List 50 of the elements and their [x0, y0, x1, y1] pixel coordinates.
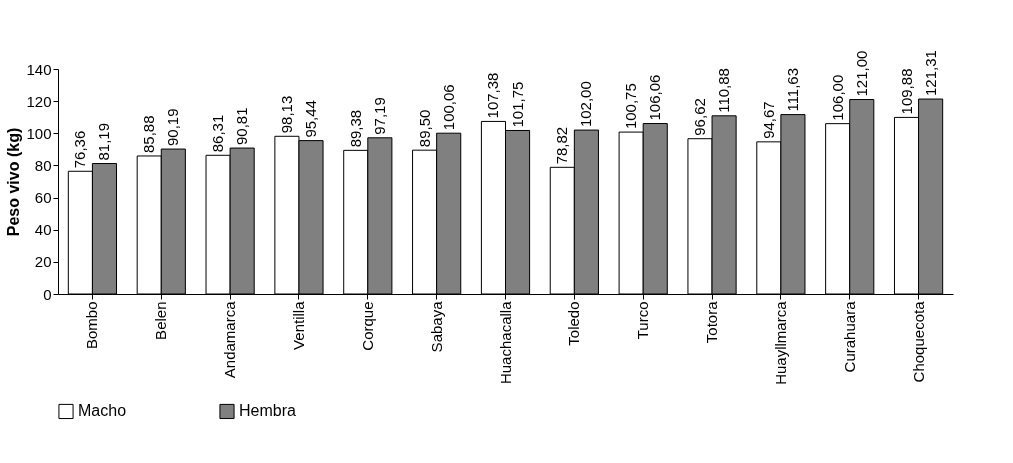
y-tick-label: 140 — [26, 60, 52, 78]
x-tick-label: Belen — [152, 301, 170, 340]
x-tick-label: Curahuara — [840, 300, 858, 373]
data-label: 106,00 — [828, 74, 846, 121]
y-tick-label: 20 — [34, 253, 52, 271]
data-label: 76,36 — [71, 130, 89, 169]
data-label: 121,00 — [852, 50, 870, 97]
x-tick-label: Huayllmarca — [771, 300, 789, 385]
legend-label: Macho — [78, 402, 127, 420]
data-label: 89,38 — [346, 109, 364, 148]
data-label: 81,19 — [95, 122, 113, 161]
y-tick-label: 60 — [34, 189, 52, 207]
data-label: 94,67 — [759, 101, 777, 139]
x-tick-label: Corque — [358, 301, 376, 351]
data-label: 85,88 — [140, 115, 158, 153]
data-label: 98,13 — [277, 95, 295, 134]
data-label: 101,75 — [508, 81, 526, 128]
data-label: 86,31 — [209, 114, 227, 153]
y-tick-label: 120 — [26, 92, 52, 110]
data-label: 121,31 — [921, 50, 939, 97]
legend-label: Hembra — [239, 402, 297, 420]
y-tick-label: 100 — [26, 124, 52, 142]
data-label: 97,19 — [370, 97, 388, 135]
x-tick-label: Sabaya — [427, 300, 445, 353]
x-tick-label: Turco — [634, 301, 652, 340]
x-tick-label: Huachacalla — [496, 300, 514, 385]
data-label: 106,06 — [646, 74, 664, 121]
data-label: 100,06 — [439, 84, 457, 131]
y-tick-label: 0 — [43, 285, 52, 303]
data-label: 109,88 — [897, 68, 915, 115]
y-tick-label: 80 — [34, 156, 52, 174]
x-tick-label: Choquecota — [909, 300, 927, 383]
data-label: 95,44 — [302, 100, 320, 138]
data-label: 90,81 — [233, 107, 251, 146]
data-label: 100,75 — [622, 83, 640, 130]
data-label: 89,50 — [415, 109, 433, 148]
x-tick-label: Ventilla — [289, 300, 307, 350]
data-label: 102,00 — [577, 81, 595, 128]
data-label: 111,63 — [783, 67, 801, 112]
y-axis-title: Peso vivo (kg) — [5, 127, 23, 237]
y-tick-label: 40 — [34, 221, 52, 239]
x-tick-label: Totora — [703, 300, 721, 344]
x-tick-label: Andamarca — [221, 300, 239, 379]
data-label: 78,82 — [553, 126, 571, 165]
data-label: 110,88 — [715, 68, 733, 113]
x-tick-label: Toledo — [565, 301, 583, 346]
data-label: 107,38 — [484, 72, 502, 119]
data-label: 96,62 — [690, 98, 708, 136]
x-tick-label: Bombo — [83, 301, 101, 350]
data-label: 90,19 — [164, 108, 182, 147]
